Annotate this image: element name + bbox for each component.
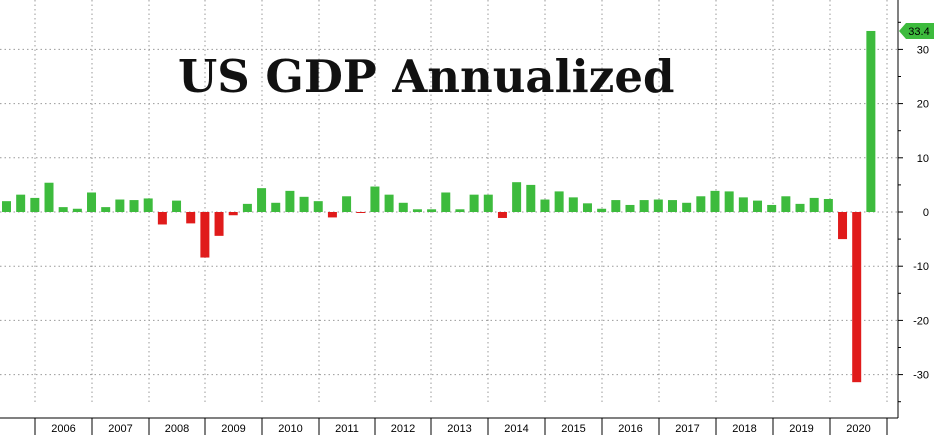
x-tick-label: 2013 [447, 423, 471, 435]
bar [653, 199, 663, 212]
bar [852, 212, 862, 383]
bar [682, 202, 692, 212]
x-tick-label: 2017 [675, 423, 699, 435]
bar [257, 188, 267, 212]
bar [512, 182, 522, 212]
bar [214, 212, 224, 236]
x-tick-label: 2006 [51, 423, 75, 435]
bar [186, 212, 196, 224]
bar [554, 191, 564, 212]
x-tick-label: 2014 [504, 423, 528, 435]
bar [738, 197, 748, 212]
bar [384, 194, 394, 212]
x-tick-label: 2007 [108, 423, 132, 435]
bar [582, 203, 592, 212]
bar [299, 196, 309, 212]
bar [242, 203, 252, 212]
bar [2, 201, 11, 212]
last-value-tag [899, 22, 934, 39]
x-tick-label: 2008 [165, 423, 189, 435]
bar [767, 204, 777, 212]
x-tick-label: 2011 [335, 423, 359, 435]
x-tick-label: 2020 [846, 423, 870, 435]
x-tick-label: 2012 [391, 423, 415, 435]
bar [455, 209, 465, 212]
bar [356, 212, 366, 213]
bar [327, 212, 337, 218]
bar [285, 190, 295, 212]
bar [781, 196, 791, 212]
bar [412, 209, 422, 212]
bar [639, 200, 649, 212]
bar-layer [2, 30, 876, 383]
bar [809, 197, 819, 212]
y-tick-label: 10 [917, 153, 929, 165]
bar [753, 200, 763, 212]
bar [228, 212, 238, 216]
bar [16, 194, 26, 212]
y-tick-label: 0 [923, 207, 929, 219]
y-tick-label: -20 [913, 315, 929, 327]
bar [58, 207, 68, 212]
bar [667, 200, 677, 212]
y-tick-label: -10 [913, 261, 929, 273]
bar [271, 202, 281, 212]
bar [115, 199, 125, 212]
bar [30, 197, 40, 212]
bar [441, 192, 451, 212]
bar [101, 207, 111, 212]
x-tick-label: 2018 [732, 423, 756, 435]
bar [710, 190, 720, 212]
bar [342, 196, 352, 212]
bar [72, 208, 82, 212]
bar [200, 212, 210, 258]
bar [866, 30, 876, 212]
bar [597, 208, 607, 212]
bar [795, 203, 805, 212]
bar [625, 204, 635, 212]
bar [483, 194, 493, 212]
bar [87, 192, 97, 212]
bar [313, 201, 323, 212]
y-tick-label: 20 [917, 99, 929, 111]
x-tick-label: 2009 [221, 423, 245, 435]
last-value-label: 33.4 [908, 26, 929, 38]
bar [370, 186, 380, 212]
bar [172, 200, 182, 212]
x-tick-label: 2019 [789, 423, 813, 435]
bar [157, 212, 167, 225]
bar [838, 212, 848, 240]
bar [398, 202, 408, 212]
bar [823, 198, 833, 212]
bar [724, 191, 734, 212]
bar [44, 182, 54, 212]
bar [143, 198, 153, 212]
y-tick-label: 30 [917, 44, 929, 56]
x-tick-label: 2010 [278, 423, 302, 435]
x-tick-label: 2016 [618, 423, 642, 435]
y-tick-label: -30 [913, 370, 929, 382]
bar [129, 200, 139, 212]
bar [696, 196, 706, 212]
bar [427, 209, 437, 212]
bar [497, 212, 507, 218]
x-tick-label: 2015 [561, 423, 585, 435]
bar [611, 200, 621, 212]
bar [469, 194, 479, 212]
chart-title: US GDP Annualized [178, 50, 675, 103]
bar [526, 184, 536, 212]
bar [568, 197, 578, 212]
bar [540, 199, 550, 212]
